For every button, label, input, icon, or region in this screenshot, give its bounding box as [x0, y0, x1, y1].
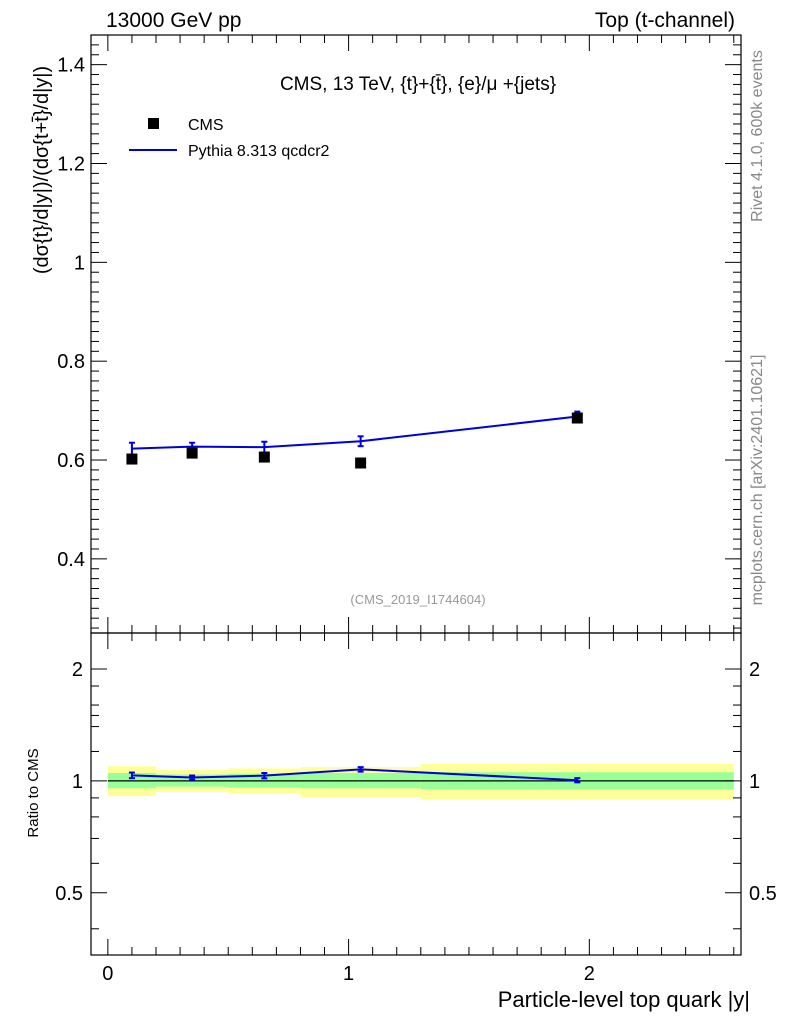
main-y-tick-label: 0.4: [57, 549, 85, 571]
cms-data-point: [571, 412, 583, 424]
main-y-tick-label: 1.2: [57, 153, 85, 175]
cms-data-point: [258, 451, 270, 463]
ratio-y-tick-label-right: 2: [749, 659, 760, 681]
ratio-frame: [90, 632, 742, 956]
main-ylabel: (dσ{t}/d|y|)/(dσ{t+t̄}/d|y|): [31, 66, 53, 274]
main-y-tick-label: 0.8: [57, 351, 85, 373]
cms-data-point: [126, 453, 138, 465]
x-tick-label: 2: [584, 963, 595, 985]
watermark-label: (CMS_2019_I1744604): [350, 592, 485, 607]
cms-data-point: [355, 457, 367, 469]
x-tick-label: 0: [102, 963, 113, 985]
cms-data-point: [186, 447, 198, 459]
main-title: CMS, 13 TeV, {t}+{t̄}, {e}/μ +{jets}: [280, 74, 556, 95]
legend: CMS Pythia 8.313 qcdcr2: [129, 117, 330, 160]
header-left-label: 13000 GeV pp: [106, 9, 241, 32]
legend-marker-cms: [148, 118, 159, 129]
main-y-tick-label: 0.6: [57, 450, 85, 472]
ratio-ylabel: Ratio to CMS: [25, 748, 42, 837]
x-axis-label: Particle-level top quark |y|: [498, 987, 750, 1012]
legend-label-pythia: Pythia 8.313 qcdcr2: [188, 143, 330, 160]
main-y-tick-label: 1.4: [57, 55, 85, 77]
legend-label-cms: CMS: [188, 117, 224, 134]
ratio-y-tick-label-right: 0.5: [749, 883, 777, 905]
main-y-tick-label: 1: [74, 252, 85, 274]
mc-line: [131, 415, 578, 450]
x-tick-label: 1: [343, 963, 354, 985]
ratio-y-tick-label: 2: [72, 659, 83, 681]
ratio-y-tick-label: 0.5: [55, 883, 83, 905]
rivet-label: Rivet 4.1.0, 600k events: [749, 50, 766, 222]
main-panel: 0.4 0.6 0.8 1 1.2 1.4: [57, 34, 742, 634]
header-right-label: Top (t-channel): [595, 9, 735, 32]
mcplots-label: mcplots.cern.ch [arXiv:2401.10621]: [749, 355, 766, 606]
ratio-panel: 0.5 0.5 1 1 2 2 0 1 2: [55, 632, 777, 985]
ratio-y-tick-label-right: 1: [749, 771, 760, 793]
ratio-y-tick-label: 1: [72, 771, 83, 793]
